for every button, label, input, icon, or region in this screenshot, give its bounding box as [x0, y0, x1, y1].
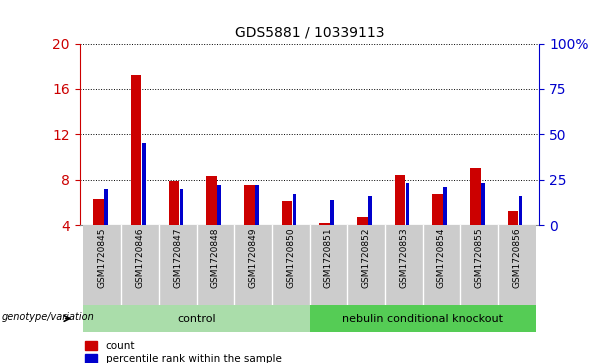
Bar [142, 143, 146, 225]
Bar [319, 223, 330, 225]
Bar [104, 189, 108, 225]
Bar [357, 217, 368, 225]
Text: GSM1720845: GSM1720845 [98, 228, 107, 288]
Bar [282, 201, 292, 225]
Bar [159, 225, 197, 305]
Text: GSM1720856: GSM1720856 [512, 228, 521, 288]
Bar [422, 225, 460, 305]
Bar [292, 194, 296, 225]
Bar [207, 176, 217, 225]
Bar [385, 225, 422, 305]
Text: GSM1720849: GSM1720849 [248, 228, 257, 288]
Bar [234, 225, 272, 305]
Title: GDS5881 / 10339113: GDS5881 / 10339113 [235, 26, 384, 40]
Bar [368, 196, 371, 225]
Text: GSM1720852: GSM1720852 [362, 228, 371, 288]
Bar [470, 168, 481, 225]
Text: GSM1720847: GSM1720847 [173, 228, 182, 288]
Text: GSM1720848: GSM1720848 [211, 228, 220, 288]
Text: GSM1720846: GSM1720846 [135, 228, 145, 288]
Bar [432, 195, 443, 225]
Bar [460, 225, 498, 305]
Bar [180, 189, 183, 225]
Bar [508, 211, 519, 225]
Bar [83, 225, 121, 305]
Bar [217, 185, 221, 225]
Bar [169, 181, 179, 225]
Bar [272, 225, 310, 305]
Bar [310, 305, 536, 332]
Bar [347, 225, 385, 305]
Text: GSM1720855: GSM1720855 [474, 228, 484, 288]
Bar [121, 225, 159, 305]
Text: control: control [177, 314, 216, 323]
Bar [395, 175, 405, 225]
Bar [244, 185, 254, 225]
Bar [310, 225, 347, 305]
Bar [197, 225, 234, 305]
Text: GSM1720851: GSM1720851 [324, 228, 333, 288]
Bar [93, 199, 104, 225]
Bar [481, 183, 485, 225]
Legend: count, percentile rank within the sample: count, percentile rank within the sample [85, 341, 281, 363]
Text: GSM1720853: GSM1720853 [399, 228, 408, 288]
Bar [83, 305, 310, 332]
Bar [406, 183, 409, 225]
Bar [330, 200, 334, 225]
Text: genotype/variation: genotype/variation [1, 312, 94, 322]
Bar [131, 75, 142, 225]
Bar [519, 196, 522, 225]
Bar [443, 187, 447, 225]
Text: nebulin conditional knockout: nebulin conditional knockout [342, 314, 503, 323]
Text: GSM1720854: GSM1720854 [437, 228, 446, 288]
Bar [498, 225, 536, 305]
Bar [255, 185, 259, 225]
Text: GSM1720850: GSM1720850 [286, 228, 295, 288]
